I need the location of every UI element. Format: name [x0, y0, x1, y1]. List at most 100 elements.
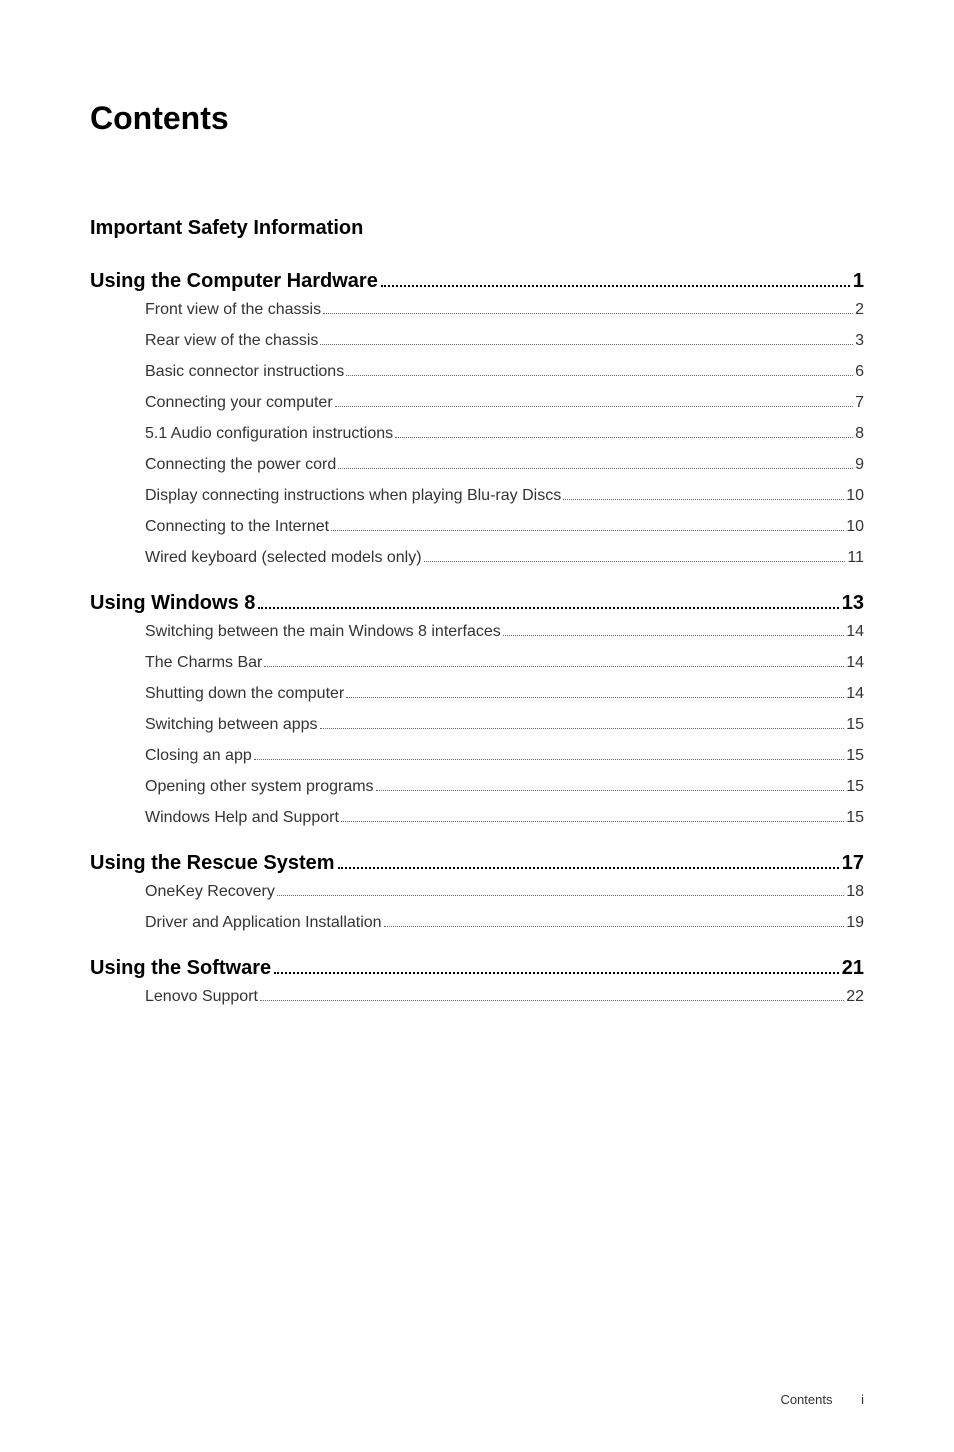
- toc-subsection: Connecting to the Internet 10: [145, 518, 864, 536]
- toc-sub-page: 10: [846, 518, 864, 536]
- toc-sub-page: 15: [846, 778, 864, 796]
- leader-dots: [395, 437, 853, 438]
- toc-sub-title: Basic connector instructions: [145, 363, 344, 381]
- leader-dots: [258, 607, 838, 609]
- toc-sub-title: Wired keyboard (selected models only): [145, 549, 422, 567]
- toc-sub-page: 9: [855, 456, 864, 474]
- toc-section-line: Using Windows 8 13: [90, 592, 864, 615]
- page-title: Contents: [90, 100, 864, 137]
- toc-sub-title: Closing an app: [145, 747, 252, 765]
- leader-dots: [331, 530, 844, 531]
- toc-subsection: The Charms Bar 14: [145, 654, 864, 672]
- leader-dots: [424, 561, 846, 562]
- toc-sub-page: 15: [846, 747, 864, 765]
- leader-dots: [320, 344, 853, 345]
- toc-sub-page: 14: [846, 654, 864, 672]
- toc-section-title: Using the Computer Hardware: [90, 270, 378, 293]
- toc-sub-title: Rear view of the chassis: [145, 332, 318, 350]
- toc-sub-title: Display connecting instructions when pla…: [145, 487, 561, 505]
- toc-subsection: Driver and Application Installation 19: [145, 914, 864, 932]
- leader-dots: [381, 285, 850, 287]
- toc-subsection: Connecting your computer 7: [145, 394, 864, 412]
- toc-sub-page: 15: [846, 809, 864, 827]
- toc-section-line: Using the Computer Hardware 1: [90, 270, 864, 293]
- toc-sub-page: 14: [846, 685, 864, 703]
- toc-section-title: Using the Rescue System: [90, 852, 335, 875]
- toc-sub-page: 11: [847, 549, 864, 567]
- toc-subsection: Opening other system programs 15: [145, 778, 864, 796]
- toc-sub-page: 14: [846, 623, 864, 641]
- toc-sub-title: Shutting down the computer: [145, 685, 344, 703]
- toc-section-page: 1: [853, 270, 864, 293]
- toc-sub-page: 10: [846, 487, 864, 505]
- toc-subsection: Lenovo Support 22: [145, 988, 864, 1006]
- toc-subsection: Switching between the main Windows 8 int…: [145, 623, 864, 641]
- toc-sub-title: Lenovo Support: [145, 988, 258, 1006]
- toc-subsection: Front view of the chassis 2: [145, 301, 864, 319]
- toc-section: Using the Rescue System 17: [90, 852, 864, 875]
- toc-sub-page: 7: [855, 394, 864, 412]
- toc-sub-title: Front view of the chassis: [145, 301, 321, 319]
- toc-subsection: Wired keyboard (selected models only) 11: [145, 549, 864, 567]
- toc-subsection: Windows Help and Support 15: [145, 809, 864, 827]
- page-footer: Contents i: [780, 1392, 864, 1407]
- leader-dots: [503, 635, 844, 636]
- toc-sub-page: 22: [846, 988, 864, 1006]
- toc-subsection: Connecting the power cord 9: [145, 456, 864, 474]
- toc-sub-title: Switching between the main Windows 8 int…: [145, 623, 501, 641]
- leader-dots: [346, 697, 844, 698]
- toc-section-page: 21: [842, 957, 864, 980]
- toc-sub-page: 6: [855, 363, 864, 381]
- standalone-section-title: Important Safety Information: [90, 217, 363, 239]
- toc-subsection: OneKey Recovery 18: [145, 883, 864, 901]
- toc-sub-title: 5.1 Audio configuration instructions: [145, 425, 393, 443]
- toc-section: Using the Software 21: [90, 957, 864, 980]
- toc-sub-page: 15: [846, 716, 864, 734]
- toc-sub-title: Driver and Application Installation: [145, 914, 382, 932]
- toc-section-line: Using the Software 21: [90, 957, 864, 980]
- toc-section-page: 17: [842, 852, 864, 875]
- toc-section-title: Using the Software: [90, 957, 271, 980]
- toc-sub-page: 19: [846, 914, 864, 932]
- leader-dots: [335, 406, 853, 407]
- leader-dots: [563, 499, 844, 500]
- toc-sub-title: Connecting the power cord: [145, 456, 336, 474]
- toc-section-line: Using the Rescue System 17: [90, 852, 864, 875]
- toc-subsection: Shutting down the computer 14: [145, 685, 864, 703]
- toc-sub-page: 2: [855, 301, 864, 319]
- toc-sub-title: Windows Help and Support: [145, 809, 339, 827]
- toc-subsection: Basic connector instructions 6: [145, 363, 864, 381]
- toc-sub-page: 18: [846, 883, 864, 901]
- toc-sub-page: 3: [855, 332, 864, 350]
- toc-subsection: Closing an app 15: [145, 747, 864, 765]
- toc-section-page: 13: [842, 592, 864, 615]
- leader-dots: [320, 728, 845, 729]
- toc-sub-page: 8: [855, 425, 864, 443]
- leader-dots: [338, 468, 853, 469]
- toc-subsection: Display connecting instructions when pla…: [145, 487, 864, 505]
- footer-label: Contents: [780, 1392, 832, 1407]
- leader-dots: [384, 926, 845, 927]
- toc-sub-title: Switching between apps: [145, 716, 318, 734]
- leader-dots: [274, 972, 839, 974]
- footer-page: i: [861, 1392, 864, 1407]
- toc-subsection: Rear view of the chassis 3: [145, 332, 864, 350]
- toc-subsection: 5.1 Audio configuration instructions 8: [145, 425, 864, 443]
- leader-dots: [264, 666, 844, 667]
- leader-dots: [341, 821, 844, 822]
- toc-sub-title: Connecting to the Internet: [145, 518, 329, 536]
- leader-dots: [277, 895, 844, 896]
- toc-section: Using the Computer Hardware 1: [90, 270, 864, 293]
- leader-dots: [260, 1000, 844, 1001]
- toc-sub-title: Opening other system programs: [145, 778, 374, 796]
- toc-sub-title: The Charms Bar: [145, 654, 262, 672]
- toc-section: Using Windows 8 13: [90, 592, 864, 615]
- toc-sub-title: OneKey Recovery: [145, 883, 275, 901]
- leader-dots: [346, 375, 853, 376]
- toc-section-title: Using Windows 8: [90, 592, 255, 615]
- toc-sub-title: Connecting your computer: [145, 394, 333, 412]
- leader-dots: [338, 867, 839, 869]
- toc-subsection: Switching between apps 15: [145, 716, 864, 734]
- leader-dots: [376, 790, 845, 791]
- leader-dots: [254, 759, 844, 760]
